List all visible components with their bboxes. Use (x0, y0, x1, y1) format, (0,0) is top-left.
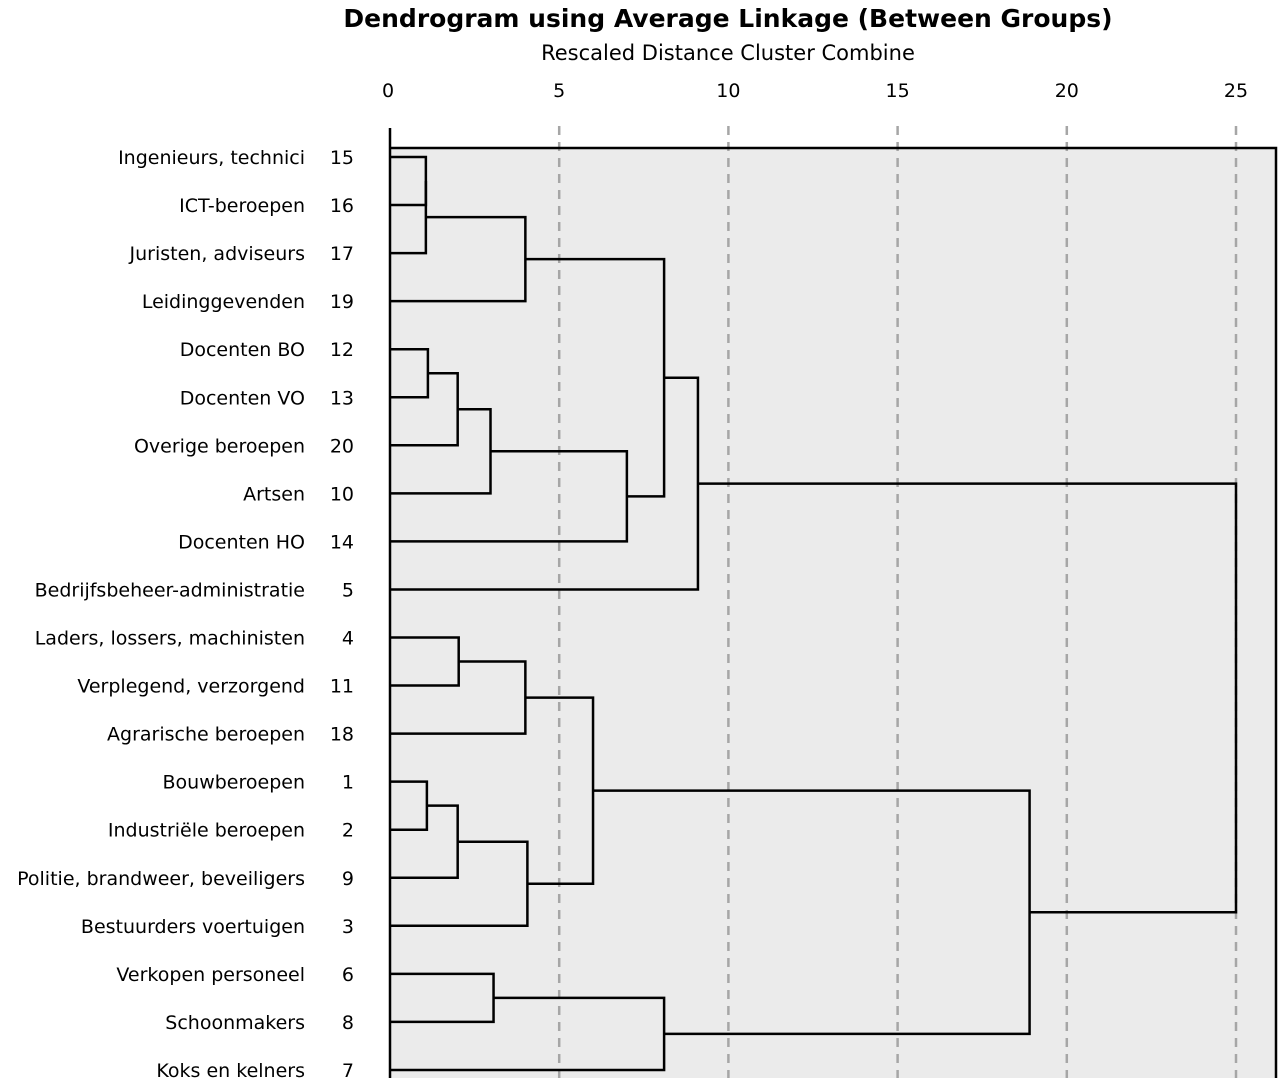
leaf-label: ICT-beroepen (179, 195, 305, 217)
x-tick-label: 20 (1055, 80, 1079, 102)
leaf-number: 7 (342, 1060, 354, 1082)
leaf-number: 8 (342, 1012, 354, 1034)
leaf-number: 2 (342, 820, 354, 842)
leaf-number: 12 (330, 339, 354, 361)
x-tick-label: 10 (716, 80, 740, 102)
leaf-label: Schoonmakers (165, 1012, 305, 1034)
leaf-number: 13 (330, 387, 354, 409)
leaf-number: 3 (342, 916, 354, 938)
leaf-label: Verkopen personeel (116, 964, 305, 986)
leaf-label: Docenten BO (180, 339, 305, 361)
leaf-number: 4 (342, 628, 354, 650)
leaf-label: Bedrijfsbeheer-administratie (35, 579, 305, 601)
leaf-number: 19 (330, 291, 354, 313)
leaf-number: 1 (342, 772, 354, 794)
leaf-number: 16 (330, 195, 354, 217)
x-axis-ticks: 0 5 10 15 20 25 (382, 80, 1248, 102)
dendrogram-links (390, 155, 1238, 1072)
leaf-label: Laders, lossers, machinisten (35, 628, 305, 650)
x-tick-label: 5 (553, 80, 565, 102)
leaf-label: Overige beroepen (134, 435, 305, 457)
dendrogram-link (390, 181, 428, 255)
leaf-number: 10 (330, 483, 354, 505)
leaf-label: Leidinggevenden (142, 291, 305, 313)
x-tick-label: 0 (382, 80, 394, 102)
leaf-label: Agrarische beroepen (107, 724, 305, 746)
leaf-number: 9 (342, 868, 354, 890)
leaf-number: 14 (330, 531, 354, 553)
leaf-label: Artsen (243, 483, 305, 505)
leaf-label: Politie, brandweer, beveiligers (17, 868, 305, 890)
leaf-number: 15 (330, 147, 354, 169)
leaf-label: Bestuurders voertuigen (81, 916, 305, 938)
dendrogram-link (697, 482, 1238, 914)
chart-title: Dendrogram using Average Linkage (Betwee… (343, 4, 1112, 33)
leaf-number: 6 (342, 964, 354, 986)
x-tick-label: 15 (886, 80, 910, 102)
leaf-label: Juristen, adviseurs (129, 243, 305, 265)
dendrogram-link (390, 840, 529, 928)
x-tick-label: 25 (1224, 80, 1248, 102)
leaf-number: 20 (330, 435, 354, 457)
plot-frame (388, 128, 1278, 1078)
plot-background (390, 148, 1276, 1078)
leaf-label: Bouwberoepen (163, 772, 306, 794)
leaf-label: Koks en kelners (156, 1060, 305, 1082)
leaf-label: Docenten VO (180, 387, 305, 409)
leaf-label: Verplegend, verzorgend (77, 676, 305, 698)
leaf-label: Ingenieurs, technici (118, 147, 305, 169)
leaf-label: Industriële beroepen (108, 820, 305, 842)
leaf-number: 18 (330, 724, 354, 746)
dendrogram-link (390, 972, 495, 1024)
chart-subtitle: Rescaled Distance Cluster Combine (541, 41, 915, 65)
dendrogram-link (390, 636, 460, 687)
leaf-label: Docenten HO (178, 531, 305, 553)
leaf-number: 5 (342, 579, 354, 601)
leaf-number: 11 (330, 676, 354, 698)
leaf-number: 17 (330, 243, 354, 265)
